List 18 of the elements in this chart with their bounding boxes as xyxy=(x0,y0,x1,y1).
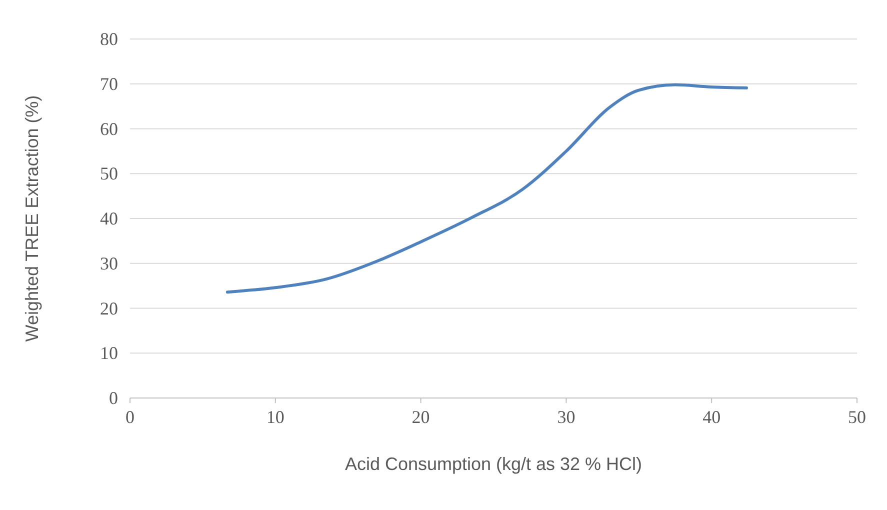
x-tick-label: 20 xyxy=(412,407,430,427)
x-tick-label: 30 xyxy=(557,407,576,427)
y-tick-label: 0 xyxy=(109,388,118,408)
x-tick-label: 10 xyxy=(266,407,284,427)
line-series xyxy=(226,83,748,294)
y-tick-label: 70 xyxy=(100,74,118,94)
x-tick-label: 0 xyxy=(126,407,134,427)
x-tick-label: 40 xyxy=(702,407,721,427)
y-axis-title: Weighted TREE Extraction (%) xyxy=(22,95,42,342)
y-tick-label: 40 xyxy=(100,208,118,228)
y-tick-label: 60 xyxy=(100,118,118,139)
x-tick-label: 50 xyxy=(848,407,866,427)
y-tick-label: 80 xyxy=(100,29,118,49)
x-axis-title: Acid Consumption (kg/t as 32 % HCl) xyxy=(344,454,642,474)
y-tick-label: 20 xyxy=(100,298,118,318)
y-tick-label: 50 xyxy=(100,164,118,184)
y-tick-label: 30 xyxy=(100,253,118,274)
y-tick-label: 10 xyxy=(100,343,118,364)
